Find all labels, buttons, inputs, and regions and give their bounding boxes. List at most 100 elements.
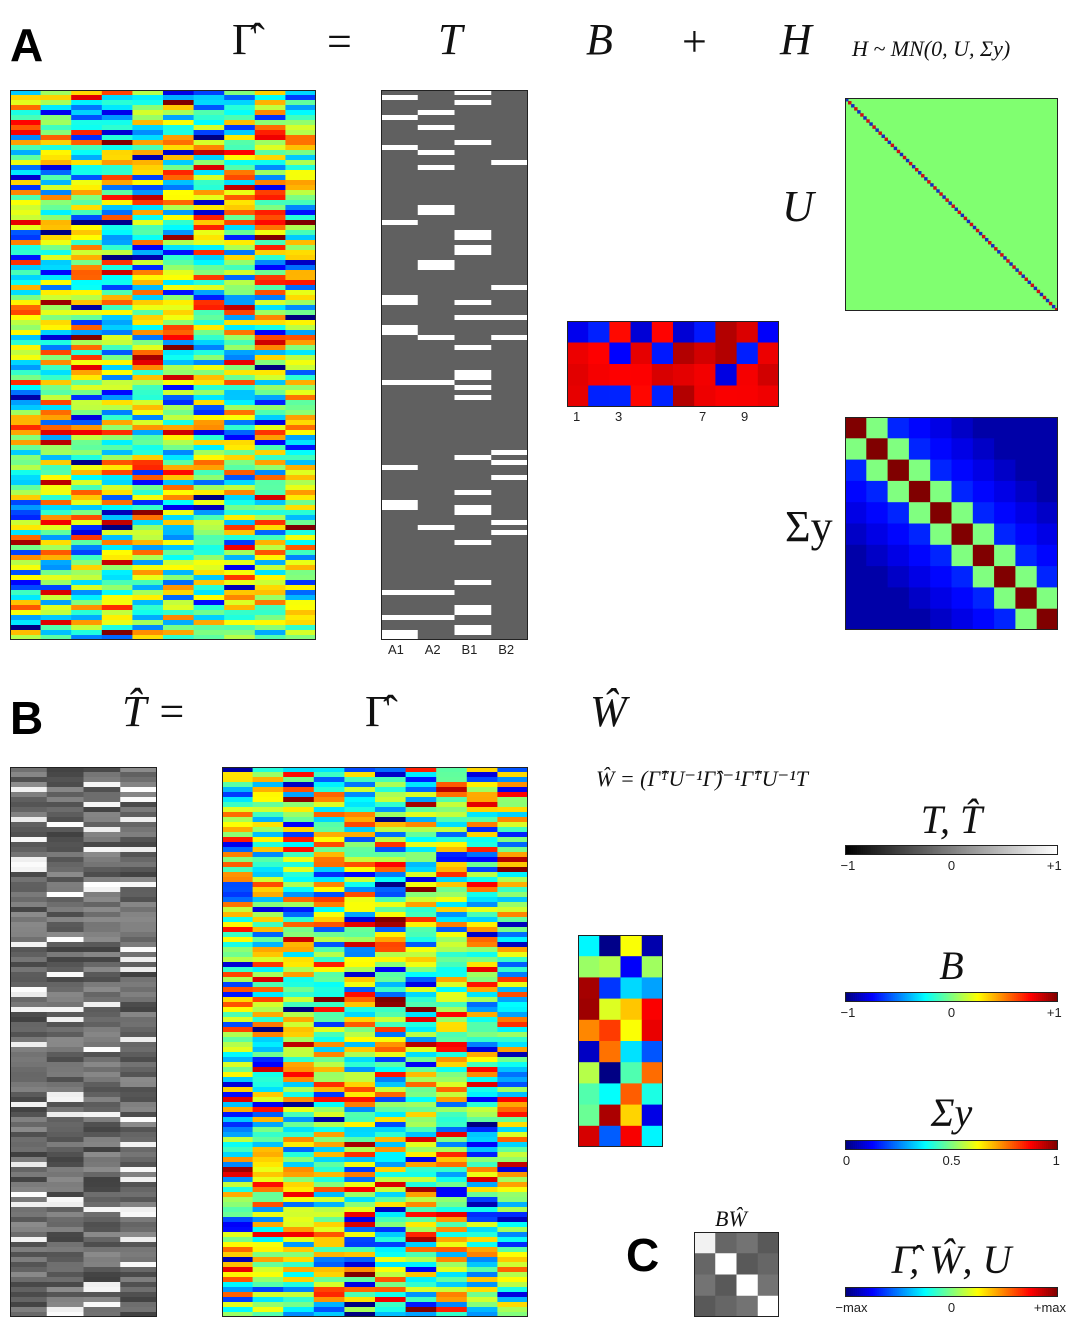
colorbar-step [861,1140,864,1150]
heatmap-cell [436,1182,468,1188]
heatmap-cell [491,600,528,606]
heatmap-cell [163,405,194,411]
heatmap-cell [46,1062,84,1068]
heatmap-cell [71,145,103,151]
heatmap-cell [120,1047,157,1053]
heatmap-cell [132,445,164,451]
heatmap-cell [381,150,419,156]
heatmap-cell [285,270,316,276]
heatmap-cell [381,125,419,131]
heatmap-cell [381,230,419,236]
heatmap-cell [313,1247,345,1253]
heatmap-cell [83,877,121,883]
heatmap-cell [405,1282,437,1288]
heatmap-cell [163,115,194,121]
heatmap-cell [375,922,406,928]
heatmap-cell [405,822,437,828]
heatmap-cell [224,550,256,556]
heatmap-cell [620,998,643,1021]
heatmap-cell [40,600,72,606]
heatmap-cell [46,1117,84,1123]
heatmap-cell [222,1107,253,1113]
colorbar-step [1025,1287,1029,1297]
heatmap-cell [222,1272,253,1278]
heatmap-cell [120,862,157,868]
heatmap-cell [101,110,133,116]
colorbar-step [1015,992,1019,1002]
heatmap-cell [641,1083,663,1105]
heatmap-cell [454,140,492,146]
heatmap-cell [71,430,103,436]
heatmap-cell [454,325,492,331]
heatmap-cell [417,570,455,576]
heatmap-cell [285,170,316,176]
heatmap-cell [224,235,256,241]
heatmap-cell [641,1125,663,1147]
heatmap-cell [222,842,253,848]
colorbar-step [853,845,856,855]
heatmap-cell [344,877,376,883]
heatmap-cell [10,225,41,231]
heatmap-cell [313,1077,345,1083]
heatmap-cell [466,942,498,948]
heatmap-cell [120,767,157,773]
heatmap-cell [193,445,225,451]
heatmap-cell [254,525,286,531]
heatmap-cell [405,817,437,823]
heatmap-cell [120,827,157,833]
heatmap-cell [120,1117,157,1123]
heatmap-cell [254,230,286,236]
heatmap-cell [163,455,194,461]
heatmap-cell [10,1022,48,1028]
heatmap-cell [454,430,492,436]
heatmap-cell [436,1072,468,1078]
heatmap-cell [101,200,133,206]
heatmap-cell [313,1082,345,1088]
heatmap-cell [10,1027,48,1033]
heatmap-cell [46,1192,84,1198]
heatmap-cell [313,922,345,928]
heatmap-cell [417,540,455,546]
heatmap-cell [313,1162,345,1168]
heatmap-cell [715,364,737,386]
heatmap-cell [252,782,284,788]
sigma-cell [1015,480,1038,503]
colorbar-step [871,845,874,855]
heatmap-cell [254,430,286,436]
heatmap-cell [313,1157,345,1163]
heatmap-cell [71,140,103,146]
heatmap-cell [222,1037,253,1043]
sigma-cell [908,608,931,630]
heatmap-cell [252,1227,284,1233]
heatmap-cell [163,430,194,436]
heatmap-cell [344,972,376,978]
heatmap-cell [46,1072,84,1078]
heatmap-cell [163,575,194,581]
heatmap-cell [120,1112,157,1118]
heatmap-cell [405,1177,437,1183]
sigma-cell [951,438,974,460]
u-diagonal-cell [869,122,873,126]
heatmap-cell [163,195,194,201]
colorbar-step [951,1287,954,1297]
colorbar-step [985,992,989,1002]
heatmap-cell [10,120,41,126]
heatmap-cell [46,962,84,968]
heatmap-cell [454,425,492,431]
heatmap-cell [71,130,103,136]
heatmap-cell [132,535,164,541]
heatmap-cell [40,105,72,111]
heatmap-cell [71,600,103,606]
heatmap-cell [10,430,41,436]
colorbar-step [1019,1287,1023,1297]
colorbar-step [989,1287,993,1297]
heatmap-cell [497,1157,528,1163]
heatmap-cell [83,1187,121,1193]
sigma-cell [887,480,910,503]
heatmap-cell [46,1152,84,1158]
heatmap-cell [283,892,315,898]
heatmap-cell [163,535,194,541]
heatmap-cell [454,335,492,341]
frame [694,1232,779,1317]
heatmap-cell [83,1212,121,1218]
